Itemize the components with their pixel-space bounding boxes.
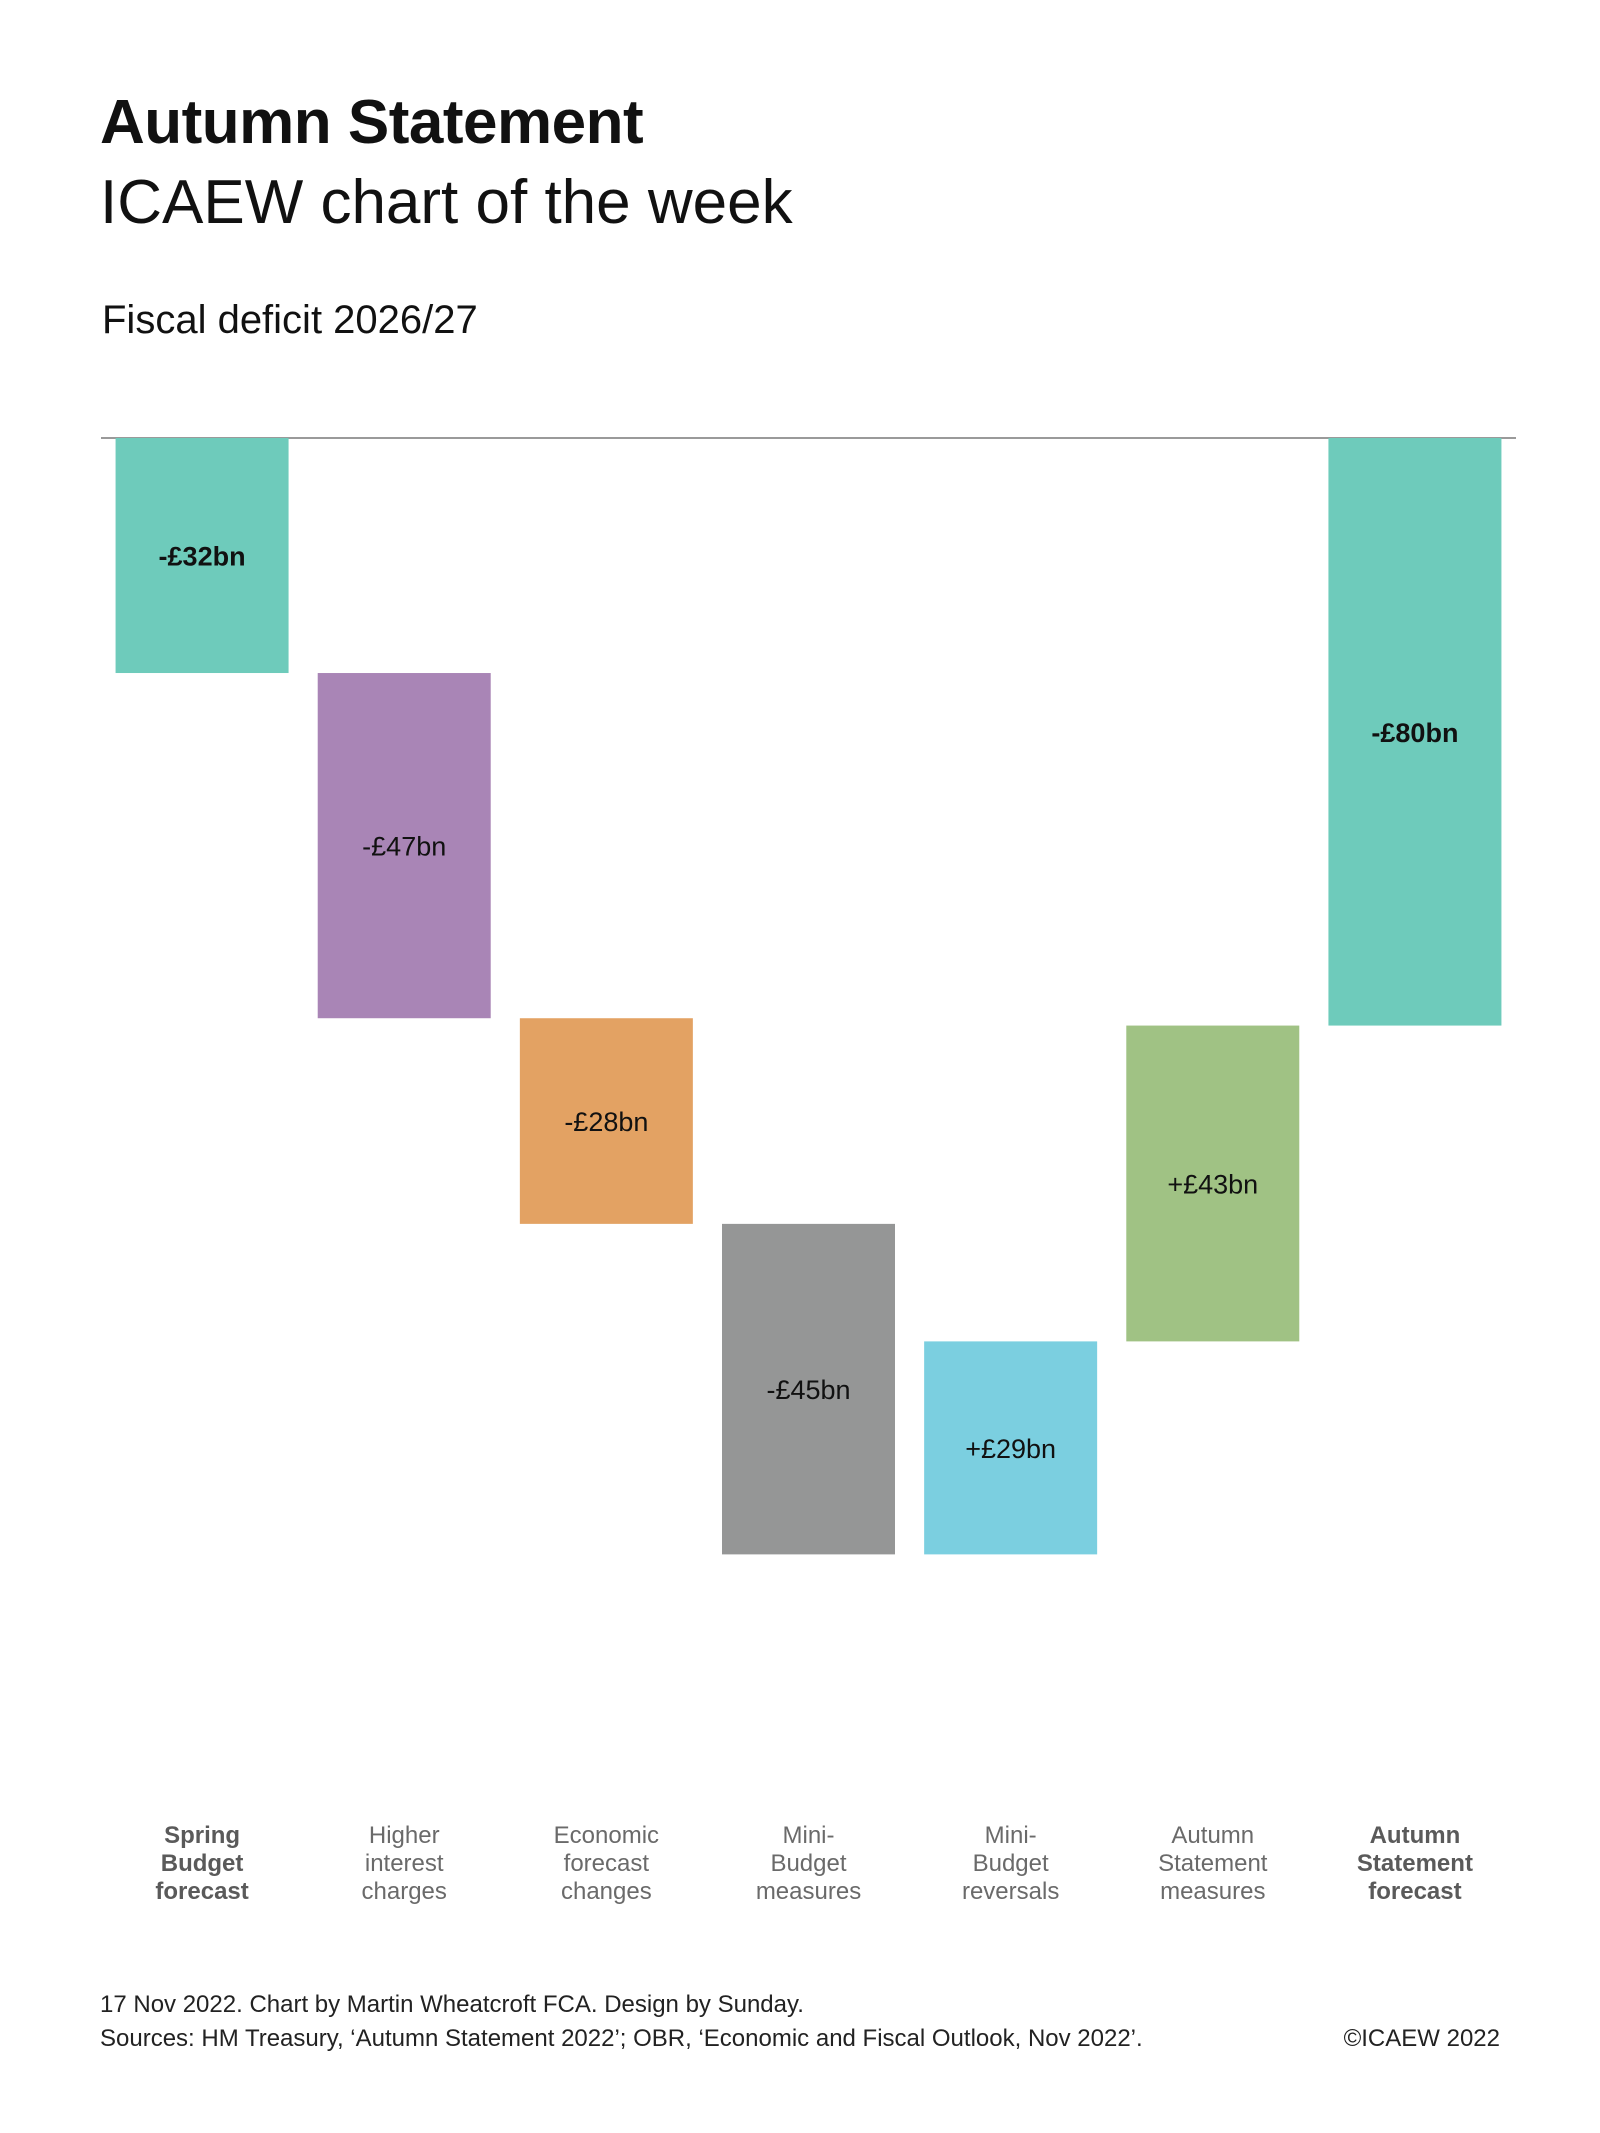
copyright: ©ICAEW 2022 [1343,2025,1500,2052]
bar-value-label-7: -£80bn [1371,718,1458,748]
bar-2 [317,673,491,1019]
footer: 17 Nov 2022. Chart by Martin Wheatcroft … [100,1988,1143,2056]
category-label-2: Higher interest charges [362,1822,447,1905]
bar-3 [519,1018,693,1224]
bar-value-label-6: +£43bn [1167,1169,1258,1199]
bar-value-label-3: -£28bn [564,1107,648,1137]
bar-1 [115,438,289,674]
category-label-4: Mini-Budget measures [756,1822,861,1905]
bar-6 [1126,1025,1300,1342]
footer-credits: 17 Nov 2022. Chart by Martin Wheatcroft … [100,1991,804,2018]
category-label-5: Mini-Budget reversals [962,1822,1059,1905]
bar-7 [1328,438,1502,1026]
page-title: Autumn Statement [100,88,644,157]
footer-sources: Sources: HM Treasury, ‘Autumn Statement … [100,2025,1143,2052]
page-subtitle: ICAEW chart of the week [100,168,793,237]
chart-title: Fiscal deficit 2026/27 [102,298,478,342]
category-label-3: Economic forecast changes [554,1822,659,1905]
category-label-7: Autumn Statement forecast [1357,1822,1473,1905]
bar-value-label-2: -£47bn [362,832,446,862]
bar-value-label-4: -£45bn [766,1375,850,1405]
bar-value-label-5: +£29bn [965,1434,1056,1464]
category-label-1: Spring Budget forecast [155,1822,248,1905]
bar-4 [722,1223,895,1555]
bar-value-label-1: -£32bn [159,542,246,572]
category-label-6: Autumn Statement measures [1158,1822,1268,1905]
bar-5 [924,1341,1098,1555]
